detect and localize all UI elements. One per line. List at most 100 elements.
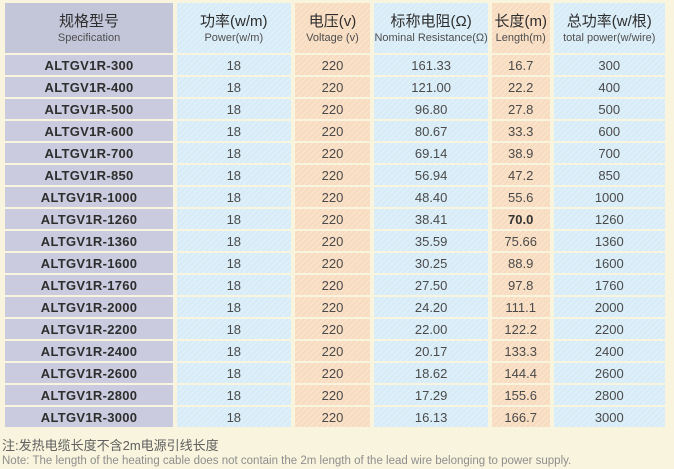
header-label-en: Power(w/m) — [204, 31, 264, 44]
cell-total: 1260 — [553, 209, 665, 229]
cell-length: 55.6 — [491, 187, 550, 207]
cell-voltage: 220 — [294, 209, 371, 229]
cell-model: ALTGV1R-2200 — [5, 319, 174, 339]
cell-voltage: 220 — [294, 407, 371, 427]
table-row: ALTGV1R-1360 18 220 35.59 75.66 1360 — [5, 231, 665, 251]
cell-model: ALTGV1R-700 — [5, 143, 174, 163]
header-label-zh: 长度(m) — [494, 12, 547, 30]
cell-model: ALTGV1R-600 — [5, 121, 174, 141]
cell-voltage: 220 — [294, 363, 371, 383]
header-label-zh: 功率(w/m) — [200, 12, 268, 30]
cell-resistance: 48.40 — [374, 187, 488, 207]
cell-resistance: 16.13 — [374, 407, 488, 427]
note-en: Note: The length of the heating cable do… — [2, 455, 572, 467]
header-cell-total: 总功率(w/根) total power(w/wire) — [553, 3, 665, 53]
cell-total: 300 — [553, 55, 665, 75]
cell-length: 33.3 — [491, 121, 550, 141]
cell-power: 18 — [177, 187, 291, 207]
table-row: ALTGV1R-2200 18 220 22.00 122.2 2200 — [5, 319, 665, 339]
cell-model: ALTGV1R-2000 — [5, 297, 174, 317]
cell-voltage: 220 — [294, 385, 371, 405]
cell-power: 18 — [177, 143, 291, 163]
cell-power: 18 — [177, 55, 291, 75]
cell-total: 2200 — [553, 319, 665, 339]
header-cell-power: 功率(w/m) Power(w/m) — [177, 3, 291, 53]
cell-model: ALTGV1R-1360 — [5, 231, 174, 251]
cell-total: 850 — [553, 165, 665, 185]
cell-model: ALTGV1R-2400 — [5, 341, 174, 361]
table-row: ALTGV1R-2400 18 220 20.17 133.3 2400 — [5, 341, 665, 361]
cell-total: 3000 — [553, 407, 665, 427]
cell-total: 1360 — [553, 231, 665, 251]
header-label-en: Voltage (v) — [306, 31, 359, 44]
cell-power: 18 — [177, 121, 291, 141]
table-row: ALTGV1R-700 18 220 69.14 38.9 700 — [5, 143, 665, 163]
cell-voltage: 220 — [294, 55, 371, 75]
cell-length: 111.1 — [491, 297, 550, 317]
header-cell-length: 长度(m) Length(m) — [491, 3, 550, 53]
cell-resistance: 38.41 — [374, 209, 488, 229]
cell-total: 400 — [553, 77, 665, 97]
cell-length: 75.66 — [491, 231, 550, 251]
cell-length: 27.8 — [491, 99, 550, 119]
header-label-zh: 标称电阻(Ω) — [390, 12, 472, 30]
cell-power: 18 — [177, 231, 291, 251]
cell-power: 18 — [177, 275, 291, 295]
cell-model: ALTGV1R-850 — [5, 165, 174, 185]
cell-voltage: 220 — [294, 165, 371, 185]
cell-model: ALTGV1R-2800 — [5, 385, 174, 405]
cell-power: 18 — [177, 253, 291, 273]
table-row: ALTGV1R-400 18 220 121.00 22.2 400 — [5, 77, 665, 97]
table-row: ALTGV1R-1000 18 220 48.40 55.6 1000 — [5, 187, 665, 207]
cell-resistance: 56.94 — [374, 165, 488, 185]
cell-power: 18 — [177, 297, 291, 317]
cell-resistance: 22.00 — [374, 319, 488, 339]
header-label-en: Nominal Resistance(Ω) — [374, 31, 488, 44]
table-row: ALTGV1R-1760 18 220 27.50 97.8 1760 — [5, 275, 665, 295]
cell-total: 2600 — [553, 363, 665, 383]
cell-total: 2000 — [553, 297, 665, 317]
cell-model: ALTGV1R-1760 — [5, 275, 174, 295]
cell-voltage: 220 — [294, 187, 371, 207]
cell-length: 155.6 — [491, 385, 550, 405]
cell-length: 22.2 — [491, 77, 550, 97]
note-zh: 注:发热电缆长度不含2m电源引线长度 — [2, 438, 219, 453]
cell-voltage: 220 — [294, 275, 371, 295]
table-row: ALTGV1R-500 18 220 96.80 27.8 500 — [5, 99, 665, 119]
header-label-zh: 规格型号 — [59, 12, 120, 30]
cell-model: ALTGV1R-300 — [5, 55, 174, 75]
cell-model: ALTGV1R-500 — [5, 99, 174, 119]
cell-power: 18 — [177, 363, 291, 383]
cell-power: 18 — [177, 77, 291, 97]
cell-voltage: 220 — [294, 319, 371, 339]
cell-length: 47.2 — [491, 165, 550, 185]
header-label-en: total power(w/wire) — [563, 31, 656, 44]
cell-resistance: 20.17 — [374, 341, 488, 361]
cell-total: 1600 — [553, 253, 665, 273]
header-label-en: Length(m) — [495, 31, 546, 44]
cell-power: 18 — [177, 165, 291, 185]
table-row: ALTGV1R-2800 18 220 17.29 155.6 2800 — [5, 385, 665, 405]
header-label-zh: 总功率(w/根) — [566, 12, 652, 30]
table-row: ALTGV1R-600 18 220 80.67 33.3 600 — [5, 121, 665, 141]
table-row: ALTGV1R-850 18 220 56.94 47.2 850 — [5, 165, 665, 185]
cell-model: ALTGV1R-1000 — [5, 187, 174, 207]
cell-length: 133.3 — [491, 341, 550, 361]
cell-total: 2800 — [553, 385, 665, 405]
cell-resistance: 35.59 — [374, 231, 488, 251]
header-row: 规格型号 Specification 功率(w/m) Power(w/m) 电压(v) V… — [5, 3, 665, 53]
cell-voltage: 220 — [294, 99, 371, 119]
cell-total: 600 — [553, 121, 665, 141]
spec-table-body: ALTGV1R-300 18 220 161.33 16.7 300 ALTGV1R-400… — [5, 55, 665, 427]
cell-length: 144.4 — [491, 363, 550, 383]
cell-power: 18 — [177, 319, 291, 339]
cell-resistance: 30.25 — [374, 253, 488, 273]
cell-power: 18 — [177, 209, 291, 229]
header-label-en: Specification — [57, 31, 121, 44]
header-cell-resistance: 标称电阻(Ω) Nominal Resistance(Ω) — [374, 3, 488, 53]
cell-model: ALTGV1R-1600 — [5, 253, 174, 273]
header-label-zh: 电压(v) — [308, 12, 357, 30]
table-row: ALTGV1R-300 18 220 161.33 16.7 300 — [5, 55, 665, 75]
cell-voltage: 220 — [294, 121, 371, 141]
header-cell-voltage: 电压(v) Voltage (v) — [294, 3, 371, 53]
